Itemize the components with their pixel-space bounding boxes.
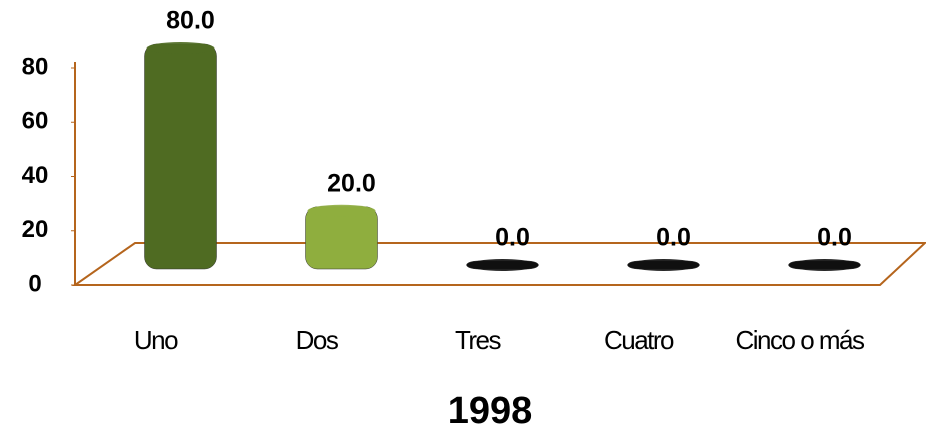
- x-axis-label: 1998: [448, 390, 533, 432]
- y-tick-label: 20: [22, 216, 49, 243]
- x-tick-label: Dos: [295, 325, 339, 355]
- x-tick-label: Cinco o más: [735, 325, 866, 355]
- x-tick-label: Uno: [133, 325, 179, 355]
- value-label: 0.0: [495, 224, 530, 252]
- x-tick-label: Cuatro: [603, 325, 675, 355]
- value-label: 80.0: [166, 7, 215, 35]
- y-tick-label: 60: [22, 108, 49, 135]
- bar-cap: [790, 259, 859, 271]
- value-label: 0.0: [817, 224, 852, 252]
- value-label: 20.0: [327, 169, 376, 197]
- y-tick-label: 80: [22, 53, 49, 80]
- bar-cap: [468, 259, 537, 271]
- x-tick-label: Tres: [454, 325, 502, 355]
- bar-cap: [146, 42, 215, 54]
- floor: [71, 242, 926, 286]
- y-tick-label: 40: [22, 162, 49, 189]
- bar-cap: [307, 204, 376, 217]
- bar-cap: [629, 259, 698, 271]
- value-label: 0.0: [656, 224, 691, 252]
- bar: [144, 43, 217, 270]
- y-tick-label: 0: [28, 270, 41, 297]
